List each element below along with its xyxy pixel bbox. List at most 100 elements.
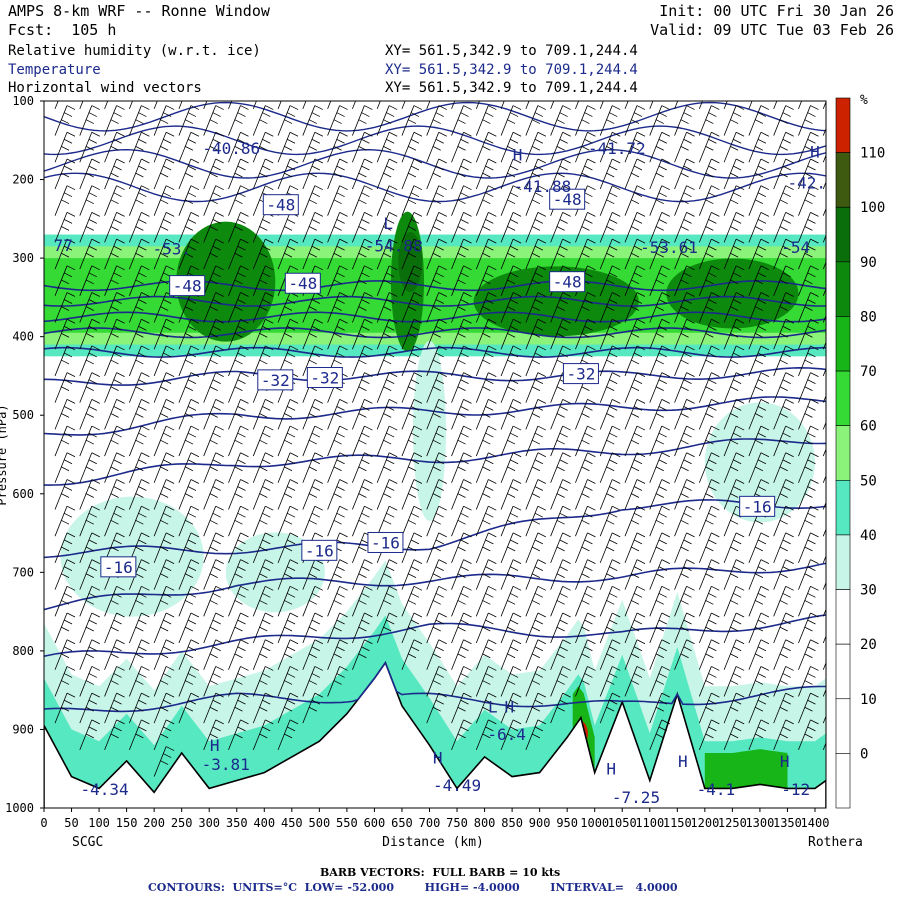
wind-barb	[624, 425, 646, 457]
wind-barb	[798, 452, 819, 483]
wind-barb	[773, 505, 794, 537]
colorbar-label: 60	[860, 419, 877, 435]
wind-barb	[822, 127, 826, 136]
contour-label-box	[284, 272, 321, 294]
wind-barb	[798, 185, 819, 216]
wind-barb	[203, 692, 224, 724]
wind-barb	[376, 479, 398, 510]
wind-barb	[327, 399, 348, 430]
wind-barb	[228, 265, 249, 296]
contour-label: -42.	[787, 174, 826, 193]
wind-barb	[203, 612, 224, 644]
wind-barb	[178, 559, 200, 590]
wind-barb	[649, 238, 670, 270]
wind-barb	[599, 185, 621, 216]
wind-barb	[79, 425, 100, 457]
wind-barb	[277, 318, 299, 350]
wind-barb	[54, 479, 76, 510]
wind-barb	[624, 666, 646, 697]
wind-barb	[798, 212, 819, 243]
wind-barb	[426, 639, 447, 670]
x-tick-label: 1200	[690, 816, 719, 830]
wind-barb	[723, 101, 728, 110]
colorbar-label: 70	[860, 364, 877, 380]
wind-barb	[822, 394, 826, 403]
wind-barb	[54, 692, 76, 724]
wind-barb	[698, 399, 720, 430]
wind-barb	[475, 265, 497, 296]
wind-barb	[500, 345, 522, 377]
wind-barb	[649, 105, 670, 136]
wind-barb	[475, 318, 497, 350]
contour-label: -4.34	[80, 780, 128, 799]
wind-barb	[376, 559, 398, 590]
wind-barb	[773, 212, 794, 243]
wind-barb	[624, 265, 646, 296]
wind-barb	[550, 131, 571, 163]
wind-barb	[624, 532, 646, 564]
wind-barb	[822, 234, 826, 243]
wind-barb	[451, 666, 472, 697]
wind-barb	[178, 105, 200, 136]
wind-barb	[649, 639, 670, 670]
wind-barb	[376, 372, 398, 403]
wind-barb	[624, 185, 646, 216]
rh-surface-moist	[704, 749, 788, 793]
wind-barb	[649, 265, 670, 296]
wind-barb	[327, 101, 332, 110]
wind-barb	[550, 399, 571, 430]
wind-barb	[599, 692, 621, 724]
wind-barb	[649, 479, 670, 510]
contour-label-box	[562, 363, 599, 385]
wind-barb	[54, 372, 76, 403]
wind-barb	[376, 238, 398, 270]
wind-barb	[277, 559, 299, 590]
wind-barb	[798, 505, 819, 537]
wind-barb	[649, 185, 670, 216]
x-tick-label: 900	[529, 816, 551, 830]
wind-barb	[228, 559, 249, 590]
wind-barb	[822, 261, 826, 270]
wind-barb	[599, 425, 621, 457]
wind-barb	[302, 212, 324, 243]
wind-barb	[475, 399, 497, 430]
x-tick-label: 850	[501, 816, 523, 830]
wind-barb	[277, 532, 299, 564]
wind-barb	[203, 318, 224, 350]
colorbar-swatch	[835, 261, 851, 317]
wind-barb	[327, 639, 348, 670]
wind-barb	[203, 399, 224, 430]
wind-barb	[723, 559, 745, 590]
wind-barb	[426, 372, 447, 403]
wind-barb	[624, 238, 646, 270]
wind-barb	[352, 131, 373, 163]
wind-barb	[723, 318, 745, 350]
wind-barb	[54, 101, 59, 110]
wind-barb	[525, 292, 547, 323]
wind-barb	[401, 479, 423, 510]
wind-barb	[525, 532, 547, 564]
wind-barb	[302, 101, 307, 110]
wind-barb	[525, 425, 547, 457]
wind-barb	[748, 372, 770, 403]
wind-barb	[525, 452, 547, 483]
x-tick-label: 0	[40, 816, 47, 830]
wind-barb	[352, 585, 373, 617]
wind-barb	[376, 158, 398, 190]
wind-barb	[723, 238, 745, 270]
colorbar-swatch	[835, 97, 851, 153]
wind-barb	[599, 265, 621, 296]
wind-barb	[674, 345, 695, 377]
wind-barb	[376, 212, 398, 243]
wind-barb	[104, 292, 125, 323]
wind-barb	[550, 158, 571, 190]
x-tick-label: 250	[171, 816, 193, 830]
x-tick-label: 950	[556, 816, 578, 830]
wind-barb	[798, 719, 819, 751]
wind-barb	[649, 372, 670, 403]
wind-barb	[550, 425, 571, 457]
wind-barb	[302, 158, 324, 190]
wind-barb	[178, 372, 200, 403]
x-tick-label: 1000	[580, 816, 609, 830]
